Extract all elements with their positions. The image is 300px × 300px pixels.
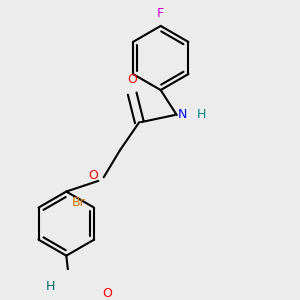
- Text: O: O: [102, 287, 112, 300]
- Text: N: N: [178, 109, 187, 122]
- Text: Br: Br: [71, 196, 85, 209]
- Text: O: O: [88, 169, 98, 182]
- Text: H: H: [46, 280, 56, 293]
- Text: H: H: [196, 109, 206, 122]
- Text: O: O: [127, 74, 137, 86]
- Text: F: F: [157, 7, 164, 20]
